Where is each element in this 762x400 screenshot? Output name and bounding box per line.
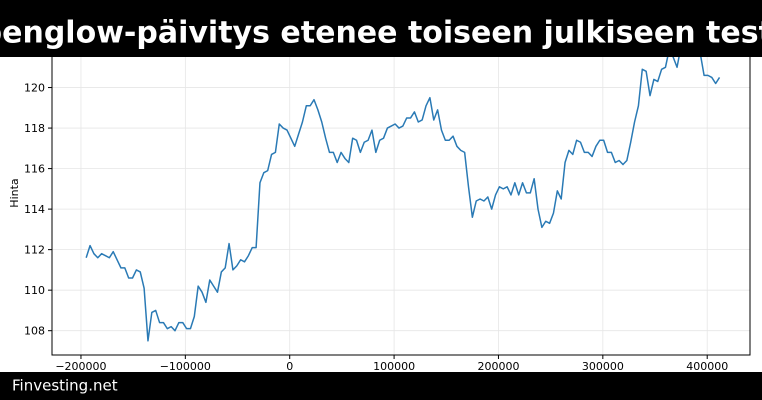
chart-title: Alpenglow-päivitys etenee toiseen julkis… xyxy=(0,16,762,51)
y-tick-label: 114 xyxy=(24,203,45,216)
y-tick-label: 118 xyxy=(24,122,45,135)
x-tick-label: 400000 xyxy=(686,360,728,373)
line-series xyxy=(85,46,721,342)
x-tick-label: 200000 xyxy=(477,360,519,373)
header-band xyxy=(0,0,762,57)
axes-frame xyxy=(51,44,751,356)
y-tick-label: 112 xyxy=(24,244,45,257)
x-tick-label: 300000 xyxy=(582,360,624,373)
footer-text: Finvesting.net xyxy=(12,377,118,395)
y-tick-label: 120 xyxy=(24,82,45,95)
y-tick-label: 110 xyxy=(24,284,45,297)
x-tick-label: 100000 xyxy=(373,360,415,373)
x-tick-label: −100000 xyxy=(160,360,211,373)
plot-area: −200000 −100000 0 100000 200000 300000 400000 1… xyxy=(24,45,750,373)
x-tick-label: −200000 xyxy=(55,360,106,373)
y-tick-label: 108 xyxy=(24,325,45,338)
y-axis-label: Hinta xyxy=(8,178,21,207)
footer-band xyxy=(0,372,762,400)
y-tick-label: 116 xyxy=(24,163,45,176)
x-tick-label: 0 xyxy=(286,360,293,373)
